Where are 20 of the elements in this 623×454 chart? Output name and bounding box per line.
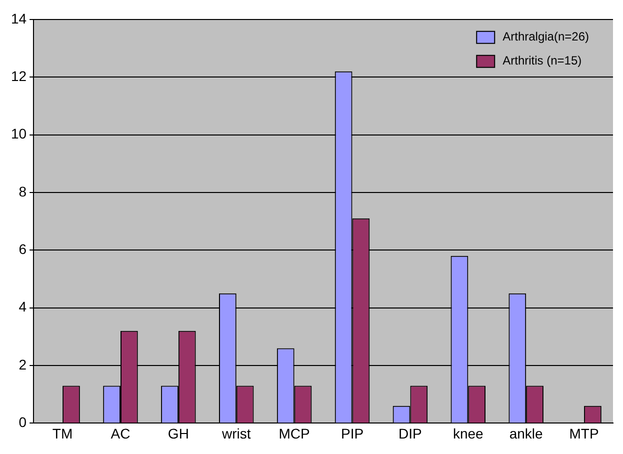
x-tick-label: GH [168, 425, 189, 442]
y-tick-label: 12 [10, 68, 27, 84]
x-tick-label: TM [52, 425, 73, 442]
x-tick-label: knee [452, 425, 484, 442]
y-tick-label: 2 [18, 356, 27, 372]
y-tick-label: 4 [18, 298, 27, 315]
x-tick-label: AC [110, 425, 130, 442]
legend-label: Arthralgia(n=26) [502, 30, 590, 44]
x-tick-label: MCP [278, 425, 310, 442]
y-tick-label: 14 [10, 10, 27, 26]
x-tick-label: wrist [220, 425, 251, 442]
y-tick-label: 10 [10, 126, 27, 142]
y-tick-label: 6 [18, 241, 27, 257]
y-tick-label: 0 [18, 414, 27, 430]
legend-label: Arthritis (n=15) [502, 54, 582, 68]
x-tick-label: PIP [340, 425, 364, 442]
x-tick-label: MTP [569, 425, 599, 442]
x-tick-label: ankle [509, 425, 544, 442]
x-tick-label: DIP [398, 425, 422, 442]
y-tick-label: 8 [18, 183, 27, 200]
